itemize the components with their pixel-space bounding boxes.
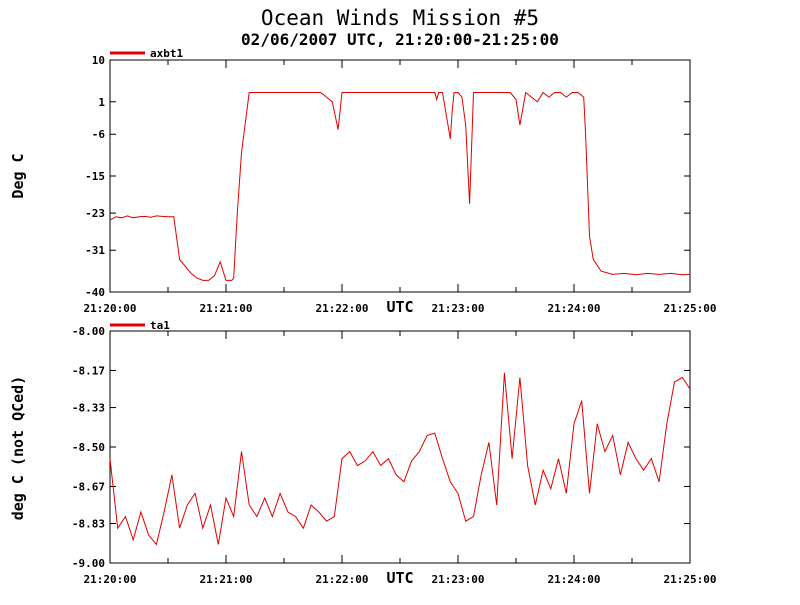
series-line-axbt1: [109, 91, 691, 281]
plot-frame-ta1: [109, 330, 691, 564]
y-tick-label-axbt1: -40: [85, 286, 105, 299]
x-axis-label-ta1: UTC: [386, 569, 413, 587]
y-tick-label-axbt1: 10: [92, 54, 105, 67]
legend-ta1: ta1: [110, 319, 170, 332]
y-tick-label-axbt1: 1: [98, 96, 105, 109]
y-tick-label-ta1: -8.83: [72, 518, 105, 531]
x-tick-label-ta1: 21:20:00: [84, 573, 137, 586]
x-tick-label-axbt1: 21:24:00: [548, 302, 601, 315]
y-tick-label-axbt1: -6: [92, 128, 106, 141]
x-tick-label-ta1: 21:21:00: [200, 573, 253, 586]
x-tick-label-axbt1: 21:22:00: [316, 302, 369, 315]
x-axis-label-axbt1: UTC: [386, 298, 413, 316]
y-tick-label-ta1: -8.50: [72, 441, 105, 454]
legend-axbt1: axbt1: [110, 47, 183, 60]
y-tick-label-axbt1: -23: [85, 207, 105, 220]
x-tick-label-ta1: 21:23:00: [432, 573, 485, 586]
x-tick-label-ta1: 21:22:00: [316, 573, 369, 586]
panel-axbt1: axbt1 Deg C UTC 10 1 -6 -15 -23 -31 -40 21:20:0…: [9, 47, 716, 316]
x-tick-label-ta1: 21:24:00: [548, 573, 601, 586]
series-line-ta1: [109, 372, 691, 546]
y-tick-label-axbt1: -31: [85, 244, 105, 257]
legend-label-axbt1: axbt1: [150, 47, 183, 60]
y-tick-label-ta1: -8.67: [72, 480, 105, 493]
panel-ta1: ta1 deg C (not QCed) UTC -8.00 -8.17 -8.33…: [9, 319, 716, 587]
x-tick-label-axbt1: 21:21:00: [200, 302, 253, 315]
x-tick-label-axbt1: 21:23:00: [432, 302, 485, 315]
x-tick-label-axbt1: 21:25:00: [664, 302, 717, 315]
legend-label-ta1: ta1: [150, 319, 170, 332]
x-tick-label-axbt1: 21:20:00: [84, 302, 137, 315]
y-tick-label-ta1: -8.00: [72, 325, 105, 338]
x-tick-label-ta1: 21:25:00: [664, 573, 717, 586]
y-tick-label-ta1: -9.00: [72, 557, 105, 570]
y-tick-label-ta1: -8.17: [72, 364, 105, 377]
y-axis-label-ta1: deg C (not QCed): [9, 376, 27, 521]
chart-title: Ocean Winds Mission #5: [261, 6, 539, 30]
plot-frame-axbt1: [109, 59, 691, 293]
chart-subtitle: 02/06/2007 UTC, 21:20:00-21:25:00: [241, 30, 559, 49]
y-tick-label-axbt1: -15: [85, 170, 105, 183]
y-tick-label-ta1: -8.33: [72, 402, 105, 415]
y-axis-label-axbt1: Deg C: [9, 153, 27, 198]
